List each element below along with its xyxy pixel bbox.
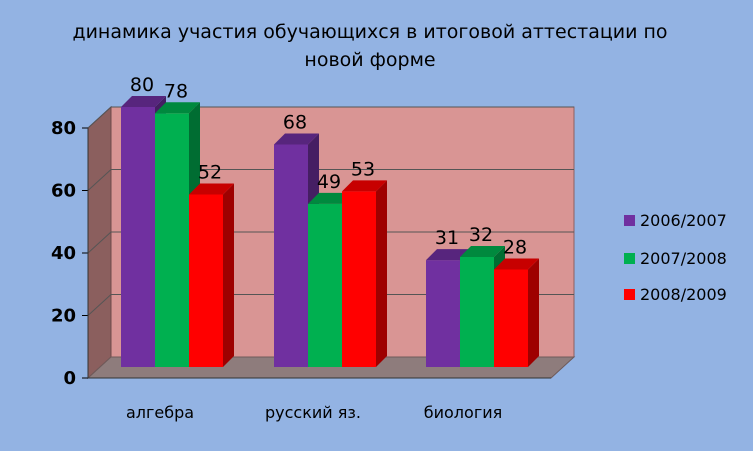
legend-item-2006/2007: 2006/2007 — [624, 211, 727, 230]
bar-top — [460, 246, 505, 257]
legend-swatch — [624, 289, 635, 300]
bar-front — [189, 194, 223, 367]
gridline-side — [87, 294, 112, 316]
y-tick-label: 40 — [51, 243, 76, 264]
data-label: 31 — [435, 227, 459, 249]
y-tick-label: 80 — [51, 118, 76, 139]
legend-label: 2008/2009 — [640, 285, 727, 304]
bar-top — [274, 133, 319, 145]
legend-label: 2006/2007 — [640, 211, 727, 230]
bar-front — [460, 257, 494, 367]
bar-2008/2009-биология — [494, 258, 539, 367]
data-label: 28 — [503, 237, 527, 259]
x-tick-label: русский яз. — [265, 403, 361, 422]
bar-front — [426, 260, 460, 367]
legend-swatch — [624, 215, 635, 226]
legend-item-2008/2009: 2008/2009 — [624, 285, 727, 304]
bar-side — [528, 258, 539, 367]
bar-2008/2009-русский яз. — [342, 180, 387, 367]
gridline-side — [87, 169, 112, 191]
x-tick-label: биология — [424, 403, 503, 422]
y-tick-label: 0 — [63, 368, 76, 389]
x-tick-label: алгебра — [126, 403, 194, 422]
data-label: 52 — [198, 162, 222, 184]
bar-top — [308, 192, 353, 204]
bar-top — [121, 96, 166, 107]
bar-front — [308, 203, 342, 367]
chart-title-line-2: новой форме — [304, 49, 436, 71]
bar-top — [426, 249, 471, 261]
bar-top — [155, 102, 200, 114]
bar-front — [494, 269, 528, 367]
gridline-side — [87, 231, 112, 254]
legend-swatch — [624, 253, 635, 264]
data-label: 80 — [130, 74, 154, 96]
data-label: 32 — [469, 224, 493, 246]
legend-item-2007/2008: 2007/2008 — [624, 249, 727, 268]
bar-side — [376, 180, 387, 367]
bar-front — [155, 113, 189, 367]
data-label: 78 — [164, 80, 188, 102]
chart-title: динамика участия обучающихся в итоговой … — [60, 18, 680, 74]
legend-label: 2007/2008 — [640, 249, 727, 268]
bar-front — [342, 191, 376, 367]
y-tick-label: 60 — [51, 181, 76, 202]
data-label: 53 — [351, 158, 375, 180]
bar-2008/2009-алгебра — [189, 183, 234, 367]
bar-front — [121, 107, 155, 367]
bar-top — [342, 180, 387, 192]
data-label: 68 — [283, 112, 307, 134]
bar-top — [189, 183, 234, 195]
gridline-side — [87, 106, 112, 129]
bar-front — [274, 144, 308, 367]
data-label: 49 — [317, 171, 341, 193]
chart-title-line-1: динамика участия обучающихся в итоговой … — [72, 21, 668, 43]
bar-top — [494, 258, 539, 270]
bar-side — [223, 183, 234, 367]
y-tick-label: 20 — [51, 306, 76, 327]
